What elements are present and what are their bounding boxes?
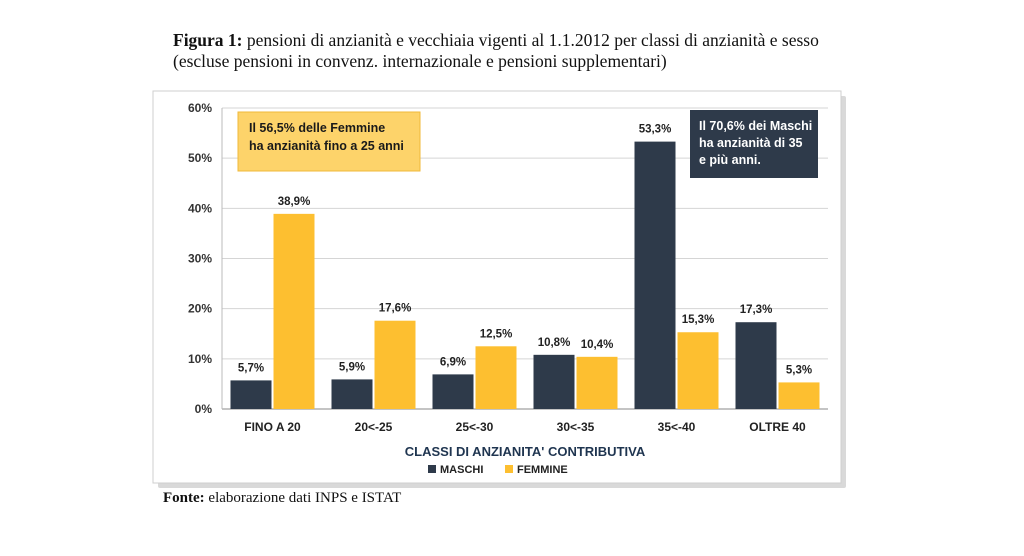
bar-maschi bbox=[432, 374, 474, 409]
data-label: 10,4% bbox=[581, 339, 614, 351]
source-text: elaborazione dati INPS e ISTAT bbox=[208, 490, 402, 506]
legend-label-maschi: MASCHI bbox=[440, 464, 483, 476]
data-label: 12,5% bbox=[480, 328, 513, 340]
source-note: Fonte: elaborazione dati INPS e ISTAT bbox=[163, 490, 401, 507]
legend-label-femmine: FEMMINE bbox=[517, 464, 568, 476]
data-label: 10,8% bbox=[538, 337, 571, 349]
figure-title-line1: pensioni di anzianità e vecchiaia vigent… bbox=[246, 30, 819, 50]
bar-femmine bbox=[778, 382, 820, 409]
data-label: 38,9% bbox=[278, 196, 311, 208]
bar-femmine bbox=[273, 213, 315, 409]
data-label: 5,3% bbox=[786, 364, 812, 376]
x-tick-label: 20<-25 bbox=[355, 420, 393, 434]
data-label: 53,3% bbox=[639, 124, 672, 136]
data-label: 15,3% bbox=[682, 314, 715, 326]
legend-swatch-femmine bbox=[505, 465, 513, 473]
bar-femmine bbox=[374, 320, 416, 409]
bar-femmine bbox=[475, 346, 517, 409]
legend-swatch-maschi bbox=[428, 465, 436, 473]
annotation-box-maschi bbox=[690, 110, 818, 178]
y-tick-label: 10% bbox=[188, 352, 212, 366]
y-tick-label: 50% bbox=[188, 151, 212, 165]
data-label: 6,9% bbox=[440, 356, 466, 368]
annotation-text-maschi: ha anzianità di 35 bbox=[699, 136, 803, 150]
data-label: 17,3% bbox=[740, 304, 773, 316]
y-tick-label: 40% bbox=[188, 201, 212, 215]
bar-maschi bbox=[634, 141, 676, 409]
x-tick-label: 25<-30 bbox=[456, 420, 494, 434]
annotation-box-femmine bbox=[237, 111, 421, 172]
x-tick-label: FINO A 20 bbox=[244, 420, 301, 434]
figure-title-line2: (escluse pensioni in convenz. internazio… bbox=[173, 51, 667, 71]
bar-femmine bbox=[677, 332, 719, 409]
y-tick-label: 20% bbox=[188, 302, 212, 316]
source-label: Fonte: bbox=[163, 490, 205, 506]
y-tick-label: 0% bbox=[195, 402, 213, 416]
y-tick-label: 30% bbox=[188, 252, 212, 266]
bar-maschi bbox=[331, 379, 373, 409]
x-tick-label: 35<-40 bbox=[658, 420, 696, 434]
annotation-text-maschi: e più anni. bbox=[699, 153, 761, 167]
y-tick-label: 60% bbox=[188, 101, 212, 115]
x-tick-label: OLTRE 40 bbox=[749, 420, 806, 434]
bar-femmine bbox=[576, 356, 618, 409]
data-label: 5,7% bbox=[238, 362, 264, 374]
bar-maschi bbox=[533, 354, 575, 409]
bar-maschi bbox=[230, 380, 272, 409]
x-axis-title: CLASSI DI ANZIANITA' CONTRIBUTIVA bbox=[405, 444, 646, 459]
annotation-text-maschi: Il 70,6% dei Maschi bbox=[699, 119, 812, 133]
figure-caption: Figura 1: pensioni di anzianità e vecchi… bbox=[173, 30, 893, 72]
annotation-text-femmine: Il 56,5% delle Femmine bbox=[249, 121, 385, 135]
data-label: 17,6% bbox=[379, 303, 412, 315]
bar-maschi bbox=[735, 322, 777, 409]
annotation-text-femmine: ha anzianità fino a 25 anni bbox=[249, 139, 404, 153]
data-label: 5,9% bbox=[339, 361, 365, 373]
figure-label: Figura 1: bbox=[173, 30, 243, 50]
x-tick-label: 30<-35 bbox=[557, 420, 595, 434]
